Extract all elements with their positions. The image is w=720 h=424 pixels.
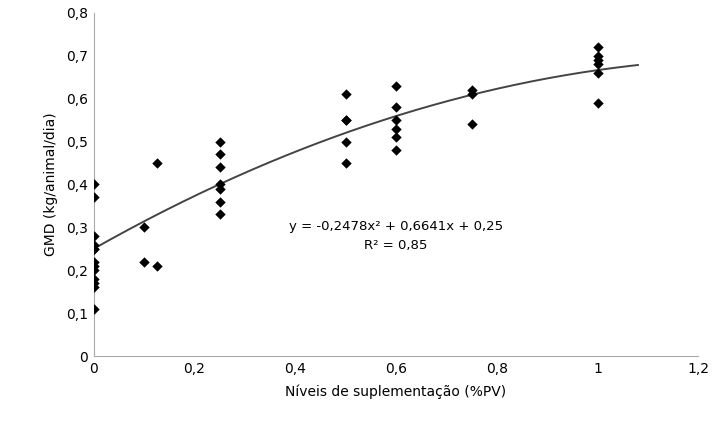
- Point: [88, 280, 99, 287]
- Point: [340, 159, 351, 166]
- Point: [592, 52, 603, 59]
- Point: [390, 82, 402, 89]
- Point: [88, 262, 99, 269]
- Y-axis label: GMD (kg/animal/dia): GMD (kg/animal/dia): [44, 113, 58, 256]
- Point: [592, 61, 603, 67]
- Point: [466, 91, 477, 98]
- Point: [88, 276, 99, 282]
- Point: [88, 306, 99, 312]
- Point: [466, 121, 477, 128]
- Point: [88, 284, 99, 291]
- Point: [340, 117, 351, 123]
- Point: [88, 241, 99, 248]
- Point: [390, 134, 402, 141]
- Point: [151, 262, 163, 269]
- Point: [340, 117, 351, 123]
- Point: [214, 151, 225, 158]
- Point: [88, 194, 99, 201]
- Point: [151, 159, 163, 166]
- Point: [88, 232, 99, 239]
- X-axis label: Níveis de suplementação (%PV): Níveis de suplementação (%PV): [285, 384, 507, 399]
- Point: [592, 100, 603, 106]
- Point: [592, 56, 603, 63]
- Point: [88, 181, 99, 188]
- Point: [138, 224, 150, 231]
- Point: [88, 267, 99, 274]
- Point: [214, 181, 225, 188]
- Point: [466, 86, 477, 93]
- Point: [88, 245, 99, 252]
- Point: [214, 164, 225, 171]
- Point: [88, 258, 99, 265]
- Point: [390, 147, 402, 153]
- Point: [138, 258, 150, 265]
- Point: [592, 70, 603, 76]
- Point: [214, 138, 225, 145]
- Point: [340, 138, 351, 145]
- Point: [214, 211, 225, 218]
- Text: y = -0,2478x² + 0,6641x + 0,25
R² = 0,85: y = -0,2478x² + 0,6641x + 0,25 R² = 0,85: [289, 220, 503, 252]
- Point: [214, 185, 225, 192]
- Point: [390, 117, 402, 123]
- Point: [214, 198, 225, 205]
- Point: [340, 91, 351, 98]
- Point: [390, 125, 402, 132]
- Point: [390, 104, 402, 111]
- Point: [88, 245, 99, 252]
- Point: [592, 44, 603, 50]
